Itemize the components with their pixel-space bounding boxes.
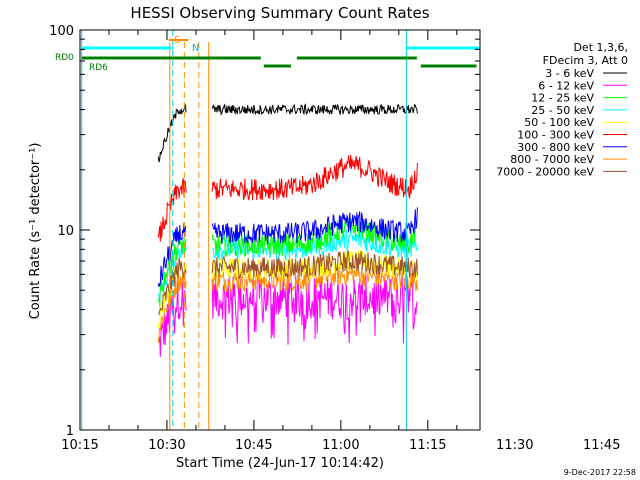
S-marker-label: S	[174, 35, 180, 46]
y-tick-label: 1	[66, 424, 74, 439]
x-tick-label: 11:45	[583, 438, 620, 453]
legend-label: 100 - 300 keV	[517, 129, 594, 142]
x-tick-label: 10:45	[235, 438, 272, 453]
chart-title: HESSI Observing Summary Count Rates	[130, 4, 429, 22]
y-tick-label: 10	[57, 224, 74, 239]
x-axis-label: Start Time (24-Jun-17 10:14:42)	[176, 456, 384, 471]
legend-label: 50 - 100 keV	[524, 116, 594, 129]
y-tick-label: 100	[49, 24, 74, 39]
x-tick-label: 11:30	[496, 438, 533, 453]
legend-header: Det 1,3,6,	[573, 41, 628, 54]
y-axis-label: Count Rate (s⁻¹ detector⁻¹)	[28, 143, 43, 320]
x-tick-label: 11:15	[409, 438, 446, 453]
legend-header: FDecim 3, Att 0	[543, 54, 628, 67]
legend-label: 7000 - 20000 keV	[496, 165, 594, 178]
footer-date: 9-Dec-2017 22:58	[564, 468, 636, 477]
legend-label: 800 - 7000 keV	[510, 153, 594, 166]
series-line-300-800keV	[157, 207, 418, 287]
axis-layer: 10:15 10:30 10:45 11:00 11:15 11:30 11:45 1 10 10…	[49, 24, 620, 453]
x-tick-label: 10:30	[148, 438, 185, 453]
legend-label: 6 - 12 keV	[538, 79, 594, 92]
series-line-7000-20000keV	[157, 249, 418, 316]
series-line-6-12keV	[157, 275, 418, 357]
legend-label: 300 - 800 keV	[517, 141, 594, 154]
series-line-100-300keV	[157, 155, 418, 242]
legend-label: 3 - 6 keV	[545, 67, 594, 80]
series-layer	[157, 103, 418, 357]
legend-label: 12 - 25 keV	[531, 92, 594, 105]
x-tick-label: 11:00	[322, 438, 359, 453]
RD6-label: RD6	[89, 63, 108, 73]
series-line-3-6keV	[157, 103, 418, 163]
RD0-label: RD0	[55, 53, 74, 63]
legend-label: 25 - 50 keV	[531, 104, 594, 117]
N-marker-label: N	[192, 43, 199, 54]
x-tick-label: 10:15	[61, 438, 98, 453]
